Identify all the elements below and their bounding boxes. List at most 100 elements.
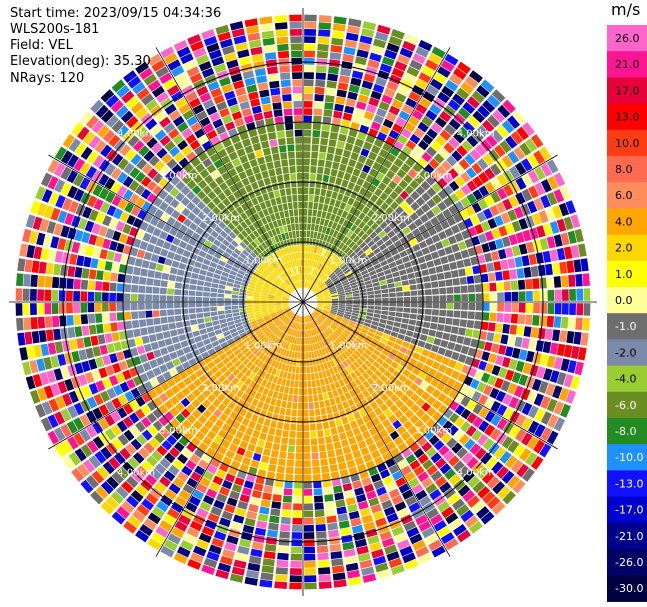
velocity-gate: [260, 293, 268, 297]
velocity-gate: [501, 236, 511, 248]
velocity-gate: [259, 89, 270, 98]
velocity-gate: [386, 42, 400, 53]
velocity-gate: [100, 501, 115, 515]
velocity-gate: [313, 287, 319, 293]
colorbar-segment: [607, 51, 647, 78]
velocity-gate: [293, 489, 303, 496]
velocity-gate: [303, 338, 305, 345]
velocity-gate: [395, 399, 404, 409]
velocity-gate: [242, 433, 251, 443]
velocity-gate: [128, 412, 140, 424]
velocity-gate: [303, 503, 313, 511]
velocity-gate: [329, 311, 337, 315]
velocity-gate: [328, 326, 335, 332]
velocity-gate: [124, 202, 135, 213]
velocity-gate: [408, 319, 417, 326]
velocity-gate: [169, 244, 178, 253]
velocity-gate: [201, 29, 216, 40]
velocity-gate: [390, 394, 399, 403]
velocity-gate: [345, 212, 353, 221]
velocity-gate: [236, 352, 244, 360]
velocity-gate: [281, 378, 287, 386]
velocity-gate: [129, 193, 140, 205]
velocity-gate: [366, 218, 375, 227]
velocity-gate: [283, 334, 289, 341]
velocity-gate: [329, 367, 335, 376]
velocity-gate: [257, 342, 265, 350]
velocity-gate: [229, 573, 244, 583]
velocity-gate: [421, 192, 431, 202]
velocity-gate: [239, 355, 247, 363]
velocity-gate: [111, 79, 126, 93]
velocity-gate: [163, 539, 178, 552]
velocity-gate: [312, 473, 321, 482]
velocity-gate: [104, 163, 116, 176]
velocity-gate: [353, 531, 366, 541]
velocity-gate: [446, 302, 454, 310]
velocity-gate: [238, 424, 247, 433]
velocity-gate: [232, 312, 240, 317]
velocity-gate: [390, 201, 399, 210]
velocity-gate: [66, 420, 78, 434]
velocity-gate: [289, 582, 302, 590]
velocity-gate: [370, 194, 379, 203]
velocity-gate: [316, 293, 323, 297]
velocity-gate: [367, 251, 375, 259]
velocity-gate: [276, 559, 289, 568]
velocity-gate: [257, 156, 266, 165]
velocity-gate: [375, 562, 389, 573]
velocity-gate: [348, 128, 358, 138]
velocity-gate: [420, 203, 431, 213]
velocity-gate: [257, 360, 264, 368]
velocity-gate: [212, 118, 224, 129]
velocity-gate: [405, 97, 417, 109]
velocity-gate: [303, 151, 311, 159]
velocity-gate: [276, 277, 283, 283]
velocity-gate: [268, 246, 274, 254]
velocity-gate: [312, 286, 318, 292]
velocity-gate: [415, 46, 430, 58]
velocity-gate: [547, 414, 559, 429]
velocity-gate: [91, 120, 105, 134]
velocity-gate: [367, 291, 374, 295]
velocity-gate: [289, 238, 294, 246]
velocity-gate: [477, 434, 489, 446]
velocity-gate: [194, 335, 202, 343]
velocity-gate: [275, 278, 282, 284]
velocity-gate: [309, 267, 312, 275]
velocity-gate: [268, 323, 275, 329]
velocity-gate: [231, 240, 239, 248]
velocity-gate: [281, 233, 286, 241]
velocity-gate: [293, 282, 298, 290]
velocity-gate: [254, 289, 262, 293]
colorbar-segment: [607, 260, 647, 288]
velocity-gate: [371, 548, 384, 559]
velocity-gate: [336, 313, 344, 318]
velocity-gate: [390, 248, 399, 256]
velocity-gate: [206, 488, 218, 499]
velocity-gate: [35, 186, 46, 201]
velocity-gate: [46, 370, 57, 383]
velocity-gate: [242, 524, 255, 534]
velocity-gate: [266, 529, 278, 538]
velocity-gate: [379, 374, 388, 383]
velocity-gate: [246, 299, 253, 302]
velocity-gate: [266, 266, 273, 273]
velocity-gate: [154, 325, 162, 333]
velocity-gate: [388, 335, 397, 343]
velocity-gate: [374, 294, 382, 298]
velocity-gate: [456, 447, 468, 459]
velocity-gate: [268, 308, 276, 311]
velocity-gate: [193, 216, 202, 226]
velocity-gate: [277, 234, 283, 242]
colorbar-segment: [607, 522, 647, 550]
velocity-gate: [167, 288, 175, 295]
velocity-gate: [556, 247, 566, 261]
velocity-gate: [178, 103, 191, 115]
velocity-gate: [280, 444, 288, 452]
velocity-gate: [245, 361, 253, 369]
velocity-gate: [298, 252, 301, 259]
velocity-gate: [444, 227, 454, 237]
velocity-gate: [483, 384, 493, 396]
velocity-gate: [536, 225, 546, 238]
